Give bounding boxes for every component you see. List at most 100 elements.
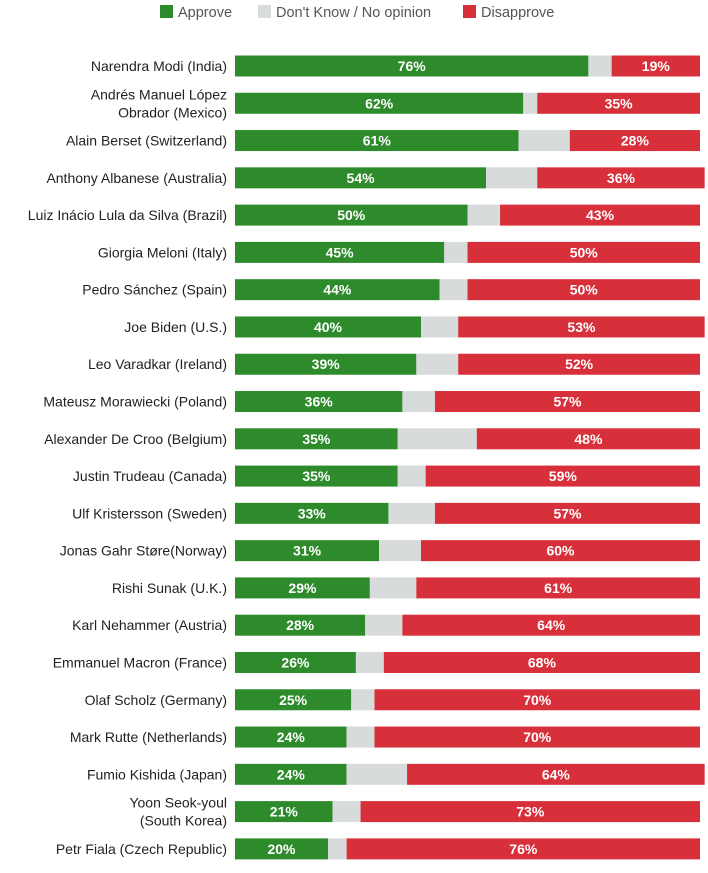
- data-label-approve: 35%: [302, 468, 331, 484]
- data-label-approve: 31%: [293, 543, 322, 559]
- legend-label-don-t-know-no-opinion: Don't Know / No opinion: [276, 5, 431, 21]
- bar-segment-don-t-know-no-opinion: [346, 763, 408, 785]
- bar-segment-don-t-know-no-opinion: [328, 838, 347, 860]
- data-label-approve: 45%: [326, 244, 355, 260]
- data-label-approve: 21%: [270, 804, 299, 820]
- bar-segment-approve: [235, 801, 333, 823]
- bar-segment-disapprove: [434, 391, 700, 413]
- category-label: Mateusz Morawiecki (Poland): [43, 394, 227, 410]
- data-label-disapprove: 53%: [567, 319, 596, 335]
- bar-segment-don-t-know-no-opinion: [388, 502, 435, 524]
- category-label: Mark Rutte (Netherlands): [70, 729, 227, 745]
- bar-segment-don-t-know-no-opinion: [421, 316, 459, 338]
- bar-segment-approve: [235, 651, 356, 673]
- bar-segment-approve: [235, 353, 417, 375]
- data-label-disapprove: 36%: [607, 170, 636, 186]
- data-label-approve: 20%: [267, 841, 296, 857]
- data-label-disapprove: 64%: [542, 766, 571, 782]
- category-label: Ulf Kristersson (Sweden): [72, 505, 227, 521]
- category-label: Emmanuel Macron (France): [53, 654, 227, 670]
- data-label-approve: 36%: [305, 394, 334, 410]
- bar-segment-disapprove: [476, 428, 700, 450]
- bar-segment-don-t-know-no-opinion: [518, 130, 570, 152]
- bar-segment-disapprove: [402, 614, 700, 636]
- category-label: Olaf Scholz (Germany): [85, 692, 227, 708]
- bar-segment-disapprove: [383, 651, 700, 673]
- bar-segment-don-t-know-no-opinion: [369, 577, 417, 599]
- bar-segment-don-t-know-no-opinion: [486, 167, 538, 189]
- data-label-approve: 24%: [277, 729, 306, 745]
- category-label: Anthony Albanese (Australia): [46, 170, 227, 186]
- bar-segment-disapprove: [537, 167, 705, 189]
- category-label: Karl Nehammer (Austria): [72, 617, 227, 633]
- bar-segment-don-t-know-no-opinion: [351, 689, 375, 711]
- data-label-disapprove: 28%: [621, 133, 650, 149]
- data-label-disapprove: 68%: [528, 654, 557, 670]
- bar-segment-don-t-know-no-opinion: [439, 279, 468, 301]
- data-label-disapprove: 57%: [553, 505, 582, 521]
- bar-segment-approve: [235, 92, 524, 114]
- data-label-approve: 76%: [398, 58, 427, 74]
- data-label-approve: 61%: [363, 133, 392, 149]
- bar-segment-approve: [235, 838, 328, 860]
- bar-segment-approve: [235, 577, 370, 599]
- bar-segment-approve: [235, 316, 421, 338]
- bar-segment-approve: [235, 465, 398, 487]
- category-label: Justin Trudeau (Canada): [73, 468, 227, 484]
- bar-segment-approve: [235, 204, 468, 226]
- legend-label-approve: Approve: [178, 5, 232, 21]
- data-label-disapprove: 64%: [537, 617, 566, 633]
- bar-segment-approve: [235, 726, 347, 748]
- data-label-disapprove: 43%: [586, 207, 615, 223]
- bar-segment-don-t-know-no-opinion: [355, 651, 384, 673]
- bar-segment-don-t-know-no-opinion: [416, 353, 459, 375]
- bar-segment-approve: [235, 241, 445, 263]
- data-label-disapprove: 73%: [516, 804, 545, 820]
- category-label: Narendra Modi (India): [91, 58, 227, 74]
- bar-segment-approve: [235, 428, 398, 450]
- bar-segment-disapprove: [421, 540, 700, 562]
- category-label: Rishi Sunak (U.K.): [112, 580, 227, 596]
- data-label-disapprove: 59%: [549, 468, 578, 484]
- data-label-disapprove: 76%: [509, 841, 538, 857]
- data-label-approve: 29%: [288, 580, 317, 596]
- data-label-approve: 35%: [302, 431, 331, 447]
- bar-segment-don-t-know-no-opinion: [523, 92, 538, 114]
- bar-segment-don-t-know-no-opinion: [402, 391, 435, 413]
- data-label-approve: 50%: [337, 207, 366, 223]
- bar-segment-approve: [235, 279, 440, 301]
- legend-label-disapprove: Disapprove: [481, 5, 554, 21]
- bar-segment-disapprove: [467, 279, 700, 301]
- bar-segment-disapprove: [374, 689, 700, 711]
- bar-segment-don-t-know-no-opinion: [467, 204, 501, 226]
- bar-segment-approve: [235, 763, 347, 785]
- category-label: Alexander De Croo (Belgium): [44, 431, 227, 447]
- data-label-approve: 25%: [279, 692, 308, 708]
- bar-segment-disapprove: [458, 353, 700, 375]
- bar-segment-approve: [235, 689, 352, 711]
- data-label-disapprove: 48%: [574, 431, 603, 447]
- legend-swatch-approve: [160, 5, 173, 18]
- category-label: Pedro Sánchez (Spain): [82, 282, 227, 298]
- bar-segment-disapprove: [434, 502, 700, 524]
- bar-segment-disapprove: [569, 130, 700, 152]
- bar-segment-disapprove: [425, 465, 700, 487]
- data-label-approve: 62%: [365, 95, 394, 111]
- bar-segment-disapprove: [467, 241, 700, 263]
- data-label-disapprove: 52%: [565, 356, 594, 372]
- bar-segment-approve: [235, 614, 366, 636]
- bar-segment-disapprove: [407, 763, 705, 785]
- bar-segment-don-t-know-no-opinion: [588, 55, 612, 77]
- bar-segment-approve: [235, 167, 487, 189]
- data-label-approve: 40%: [314, 319, 343, 335]
- bar-segment-don-t-know-no-opinion: [365, 614, 403, 636]
- bar-segment-approve: [235, 391, 403, 413]
- bar-segment-approve: [235, 130, 519, 152]
- bar-segment-disapprove: [416, 577, 700, 599]
- data-label-approve: 39%: [312, 356, 341, 372]
- bar-segment-approve: [235, 55, 589, 77]
- bar-segment-disapprove: [374, 726, 700, 748]
- bar-segment-disapprove: [611, 55, 700, 77]
- bar-segment-don-t-know-no-opinion: [332, 801, 361, 823]
